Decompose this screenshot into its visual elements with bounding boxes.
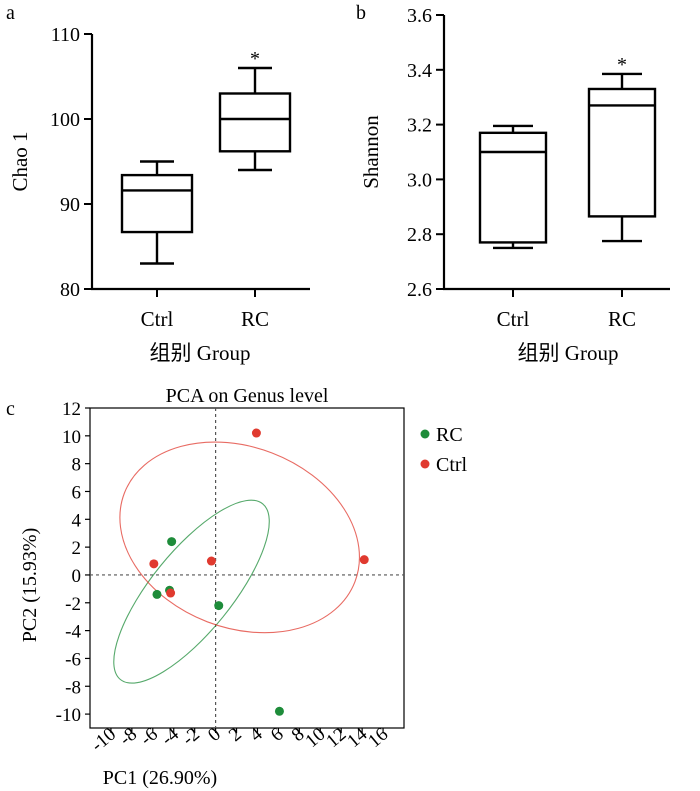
panel-c-y-tick-label: 4 <box>72 510 82 531</box>
panel-c-point-rc <box>274 706 284 716</box>
panel-c-y-tick-label: -2 <box>65 594 81 615</box>
panel-a-y-tick-label: 80 <box>60 279 80 301</box>
panel-c-ellipse-rc <box>113 499 270 684</box>
panel-c-y-tick-label: 0 <box>72 566 82 587</box>
panel-b-box-rc <box>587 87 657 218</box>
panel-c-y-tick-label: 2 <box>72 538 82 559</box>
panel-c-point-ctrl <box>359 555 369 565</box>
panel-a-x-tick-label: Ctrl <box>141 307 174 331</box>
panel-c-point-ctrl <box>206 556 216 566</box>
panel-b-x-tick-label: Ctrl <box>497 307 530 331</box>
panel-a-box-rc <box>218 92 292 153</box>
panel-c-x-axis-label: PC1 (26.90%) <box>103 767 217 789</box>
panel-b-box-ctrl <box>478 131 548 244</box>
panel-c-legend-marker-rc <box>420 429 430 439</box>
panel-b-significance-mark: * <box>617 54 627 76</box>
panel-c-plot-frame <box>89 407 405 729</box>
panel-c-y-tick-label: -8 <box>65 677 81 698</box>
panel-b-y-tick-label: 3.2 <box>407 115 432 137</box>
panel-b-y-tick-label: 2.6 <box>407 279 432 301</box>
panel-c-x-tick-label: 0 <box>204 724 225 746</box>
panel-c-x-tick-label: 6 <box>267 724 288 746</box>
panel-a-y-tick-label: 90 <box>60 194 80 216</box>
panel-c-legend-label-ctrl: Ctrl <box>436 454 468 476</box>
panel-a-y-tick-label: 100 <box>50 109 80 131</box>
panel-label-c: c <box>6 398 15 420</box>
panel-c-y-tick-label: 8 <box>72 455 82 476</box>
panel-c-point-rc <box>214 601 224 611</box>
panel-a-x-tick-label: RC <box>241 307 269 331</box>
panel-b-y-tick-label: 3.4 <box>407 60 432 82</box>
panel-c-point-ctrl <box>251 428 261 438</box>
panel-c-y-tick-label: -6 <box>65 649 81 670</box>
panel-c-x-tick-label: 2 <box>225 724 246 746</box>
panel-c-point-ctrl <box>149 559 159 569</box>
panel-c-y-tick-label: -10 <box>56 705 81 726</box>
panel-c-point-rc <box>152 589 162 599</box>
panel-a-box-ctrl <box>120 173 194 234</box>
panel-c-legend-marker-ctrl <box>420 459 430 469</box>
panel-b-y-tick-label: 3.6 <box>407 5 432 27</box>
panel-c-y-tick-label: 12 <box>62 399 81 420</box>
panel-b-x-tick-label: RC <box>608 307 636 331</box>
panel-c-y-tick-label: -4 <box>65 622 81 643</box>
panel-a-x-axis-label: 组别 Group <box>150 341 251 365</box>
panel-b-y-tick-label: 3.0 <box>407 169 432 191</box>
panel-c-legend-label-rc: RC <box>436 424 463 446</box>
panel-c-point-rc <box>167 537 177 547</box>
panel-c-x-tick-label: 4 <box>246 723 267 746</box>
panel-b-y-axis-label: Shannon <box>359 115 383 189</box>
panel-c-ellipse-ctrl <box>119 441 360 634</box>
panel-b-y-tick-label: 2.8 <box>407 224 432 246</box>
panel-label-a: a <box>6 2 15 24</box>
panel-c-y-tick-label: 10 <box>62 427 81 448</box>
panel-a-y-tick-label: 110 <box>51 24 80 46</box>
panel-a-significance-mark: * <box>250 48 260 70</box>
panel-b-x-axis-label: 组别 Group <box>518 341 619 365</box>
panel-c-y-axis-label: PC2 (15.93%) <box>19 528 41 642</box>
panel-a-y-axis-label: Chao 1 <box>8 131 32 191</box>
panel-c-point-ctrl <box>166 588 176 598</box>
panel-c-y-tick-label: 6 <box>72 482 82 503</box>
panel-label-b: b <box>356 2 366 24</box>
panel-c-title: PCA on Genus level <box>166 385 329 407</box>
